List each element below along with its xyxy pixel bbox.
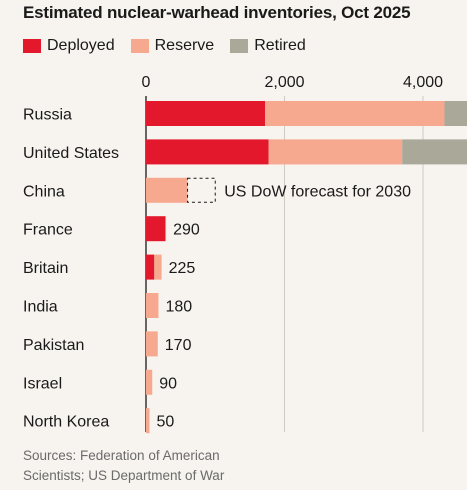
- legend-label-retired: Retired: [254, 37, 306, 54]
- legend: Deployed Reserve Retired: [23, 37, 322, 55]
- value-label-north-korea: 50: [156, 414, 174, 431]
- legend-swatch-retired: [230, 39, 249, 53]
- value-label-pakistan: 170: [165, 337, 192, 354]
- bar-britain-deployed: [146, 254, 155, 280]
- bar-pakistan-reserve: [146, 331, 158, 357]
- bar-france-reserve: [165, 216, 167, 242]
- value-label-israel: 90: [159, 375, 177, 392]
- category-label-united-states: United States: [23, 145, 119, 162]
- bar-china-reserve: [146, 177, 188, 203]
- bar-france-deployed: [146, 216, 166, 242]
- bar-britain-reserve: [154, 254, 162, 280]
- legend-swatch-reserve: [130, 39, 149, 53]
- legend-swatch-deployed: [23, 39, 41, 53]
- x-tick-label-4000: 4,000: [403, 74, 443, 91]
- legend-label-deployed: Deployed: [47, 37, 115, 54]
- legend-label-reserve: Reserve: [154, 37, 215, 54]
- bar-russia-deployed: [146, 101, 266, 126]
- category-label-france: France: [23, 222, 73, 239]
- value-label-britain: 225: [169, 260, 196, 277]
- bar-united-states-deployed: [146, 139, 269, 165]
- x-tick-label-2000: 2,000: [264, 74, 304, 91]
- category-label-israel: Israel: [23, 375, 62, 392]
- x-tick-label-0: 0: [142, 74, 151, 91]
- bar-united-states-retired: [402, 139, 467, 165]
- category-label-russia: Russia: [23, 107, 72, 124]
- bar-russia-retired: [444, 101, 467, 126]
- bar-north-korea-reserve: [146, 408, 150, 434]
- legend-item-retired: Retired: [230, 37, 306, 55]
- category-label-north-korea: North Korea: [23, 414, 109, 431]
- value-label-india: 180: [165, 299, 192, 316]
- value-label-france: 290: [173, 222, 200, 239]
- legend-item-reserve: Reserve: [130, 37, 215, 55]
- bar-israel-reserve: [146, 369, 153, 395]
- bar-united-states-reserve: [268, 139, 403, 165]
- forecast-annotation-label: US DoW forecast for 2030: [224, 183, 411, 200]
- category-label-india: India: [23, 299, 58, 316]
- category-label-china: China: [23, 183, 65, 200]
- bar-russia-reserve: [265, 101, 445, 126]
- source-note: Sources: Federation of American Scientis…: [23, 448, 225, 483]
- bar-india-reserve: [146, 293, 159, 318]
- chart-title: Estimated nuclear-warhead inventories, O…: [23, 3, 411, 22]
- forecast-dashed-box: [187, 177, 216, 203]
- category-label-britain: Britain: [23, 260, 68, 277]
- category-label-pakistan: Pakistan: [23, 337, 84, 354]
- legend-item-deployed: Deployed: [23, 37, 115, 55]
